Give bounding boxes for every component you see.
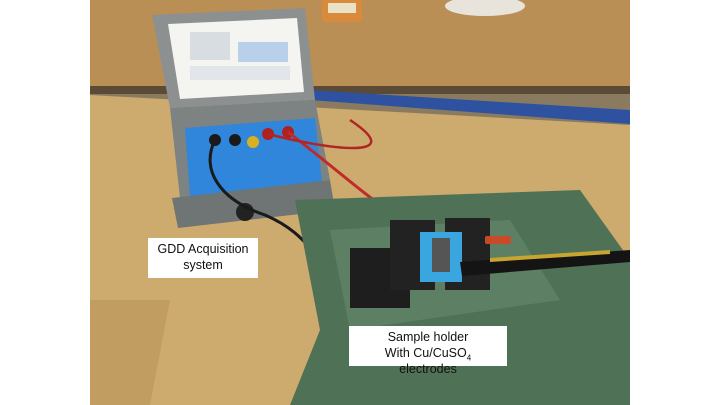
red-cable-2 — [267, 118, 373, 150]
rail-scale — [490, 250, 610, 262]
acquisition-system-label: GDD Acquisition system — [148, 238, 258, 278]
sample-label-subscript: 4 — [466, 353, 472, 363]
sample-label-suffix: electrodes — [399, 362, 457, 376]
red-clip — [485, 236, 511, 244]
case-front — [172, 180, 335, 228]
paper-roll — [445, 0, 525, 16]
blue-sponge-right — [452, 232, 462, 282]
meter-screen — [328, 3, 356, 13]
lid-diagram-blue — [238, 42, 288, 62]
blue-rail — [310, 90, 630, 124]
sample-holder-label: Sample holder With Cu/CuSO4 electrodes — [349, 326, 507, 376]
connector-black — [229, 134, 241, 146]
sample-specimen — [432, 238, 450, 272]
far-table-edge — [90, 86, 630, 94]
holder-rail — [460, 250, 630, 276]
sample-label-prefix: With Cu/CuSO — [384, 346, 467, 360]
acquisition-label-line2: system — [183, 258, 223, 272]
sample-label-line1: Sample holder — [387, 330, 469, 344]
lid-diagram — [190, 32, 230, 60]
lid-text-block — [190, 66, 290, 80]
sample-label-line2: With Cu/CuSO4 electrodes — [355, 345, 501, 377]
table-shade — [90, 300, 170, 405]
blue-sponge-left — [420, 232, 430, 282]
acquisition-label-line1: GDD Acquisition — [157, 242, 249, 256]
connector-yellow — [247, 136, 259, 148]
